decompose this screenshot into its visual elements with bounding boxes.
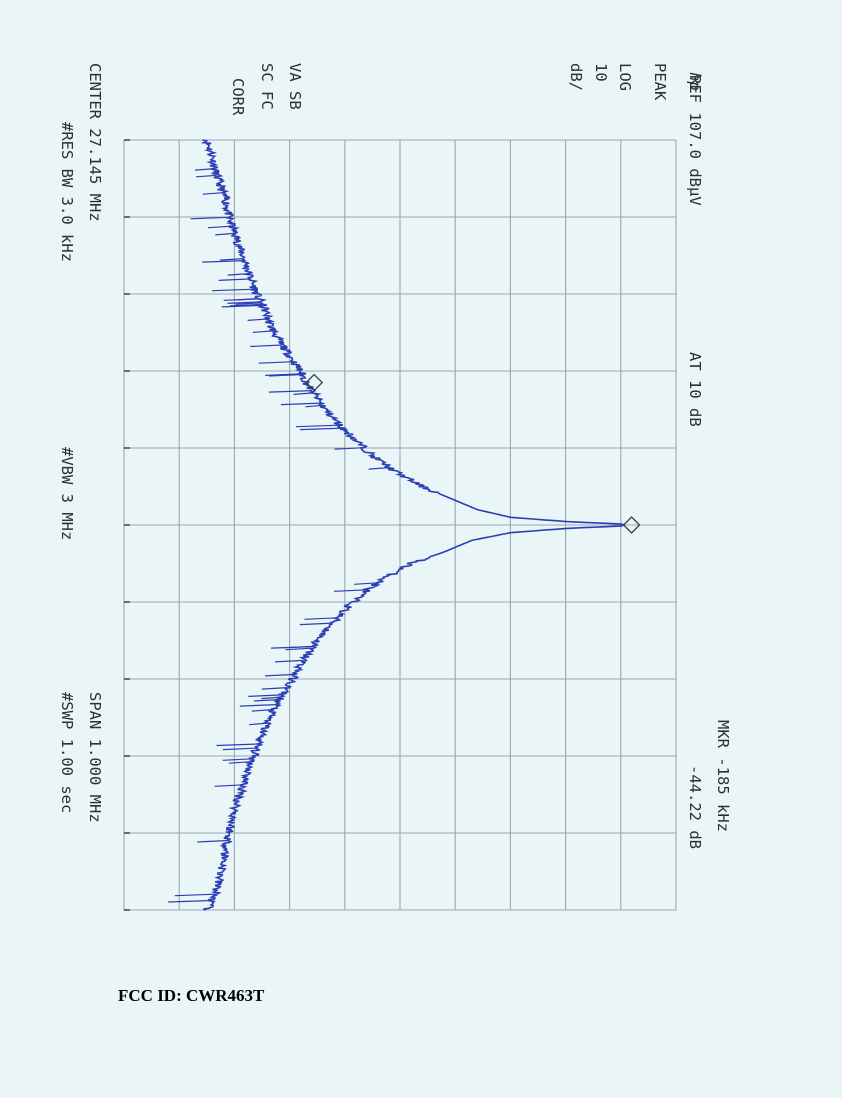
noise-spike: [222, 747, 257, 751]
marker-level-label: -44.22 dB: [686, 765, 704, 849]
noise-spike: [268, 390, 312, 393]
marker-group: [305, 373, 641, 534]
noise-spike: [271, 646, 313, 649]
noise-spike: [174, 893, 216, 897]
scale-type-label: LOG: [616, 63, 634, 91]
noise-spike: [248, 694, 283, 697]
va-sb-label: VA SB: [286, 63, 304, 110]
noise-spike: [264, 673, 296, 677]
noise-spike: [333, 589, 368, 592]
fcc-id-label: FCC ID: CWR463T: [118, 986, 265, 1005]
noise-spike: [274, 659, 304, 663]
noise-spike: [229, 303, 263, 307]
noise-spike: [212, 288, 255, 292]
noise-spike: [168, 899, 212, 903]
noise-spike: [368, 467, 390, 470]
noise-spike: [304, 617, 338, 620]
noise-spike: [258, 361, 295, 364]
marker-frequency-label: MKR -185 kHz: [714, 720, 732, 832]
noise-spike: [293, 392, 314, 395]
noise-spike: [228, 761, 252, 764]
resolution-bandwidth-label: #RES BW 3.0 kHz: [58, 122, 76, 262]
noise-spike: [247, 318, 269, 321]
noise-spike: [190, 216, 230, 220]
scale-value-label: 10: [592, 63, 610, 82]
noise-spike: [249, 722, 268, 726]
delta-marker-diamond: [305, 373, 324, 392]
noise-spike: [207, 225, 233, 229]
noise-spike: [216, 743, 259, 747]
noise-spike: [227, 273, 250, 276]
noise-spike: [261, 696, 282, 700]
corr-label: CORR: [229, 78, 247, 116]
noise-spike: [250, 344, 283, 348]
noise-spike: [285, 647, 312, 651]
noise-spike: [252, 330, 274, 333]
detector-label: PEAK: [651, 63, 669, 101]
noise-spike: [222, 758, 253, 761]
noise-spike: [261, 687, 288, 690]
noise-spikes: [168, 168, 390, 903]
noise-spike: [251, 709, 274, 712]
noise-spike: [214, 784, 244, 787]
noise-spike: [202, 260, 245, 263]
hp-logo-icon: hp: [686, 72, 704, 91]
scale-unit-label: dB/: [567, 63, 585, 91]
peak-marker-diamond: [622, 516, 641, 534]
center-frequency-label: CENTER 27.145 MHz: [86, 63, 104, 222]
noise-spike: [305, 404, 323, 408]
graticule: [123, 139, 677, 911]
noise-spike: [218, 278, 252, 281]
sweep-time-label: #SWP 1.00 sec: [58, 692, 76, 813]
ref-level-label: REF 107.0 dBµV: [686, 75, 704, 206]
span-label: SPAN 1.000 MHz: [86, 692, 104, 823]
noise-spike: [295, 424, 340, 428]
noise-spike: [202, 192, 223, 195]
noise-spike: [219, 258, 244, 261]
noise-spike: [354, 582, 378, 585]
noise-spike: [235, 302, 262, 305]
noise-spike: [215, 232, 235, 236]
noise-spike: [299, 622, 333, 626]
noise-spike: [253, 698, 280, 702]
noise-spike: [227, 301, 261, 304]
noise-spike: [280, 402, 321, 406]
noise-spike: [334, 447, 364, 450]
noise-spike: [221, 304, 263, 308]
noise-spike: [268, 373, 303, 377]
noise-spike: [196, 174, 217, 178]
noise-spike: [237, 297, 259, 301]
noise-spike: [239, 704, 277, 707]
noise-spike: [265, 373, 303, 376]
sc-fc-label: SC FC: [258, 63, 276, 110]
noise-spike: [197, 839, 228, 843]
video-bandwidth-label: #VBW 3 MHz: [58, 447, 76, 540]
noise-spike: [299, 427, 343, 431]
noise-spike: [195, 168, 215, 171]
attenuation-label: AT 10 dB: [686, 352, 704, 427]
